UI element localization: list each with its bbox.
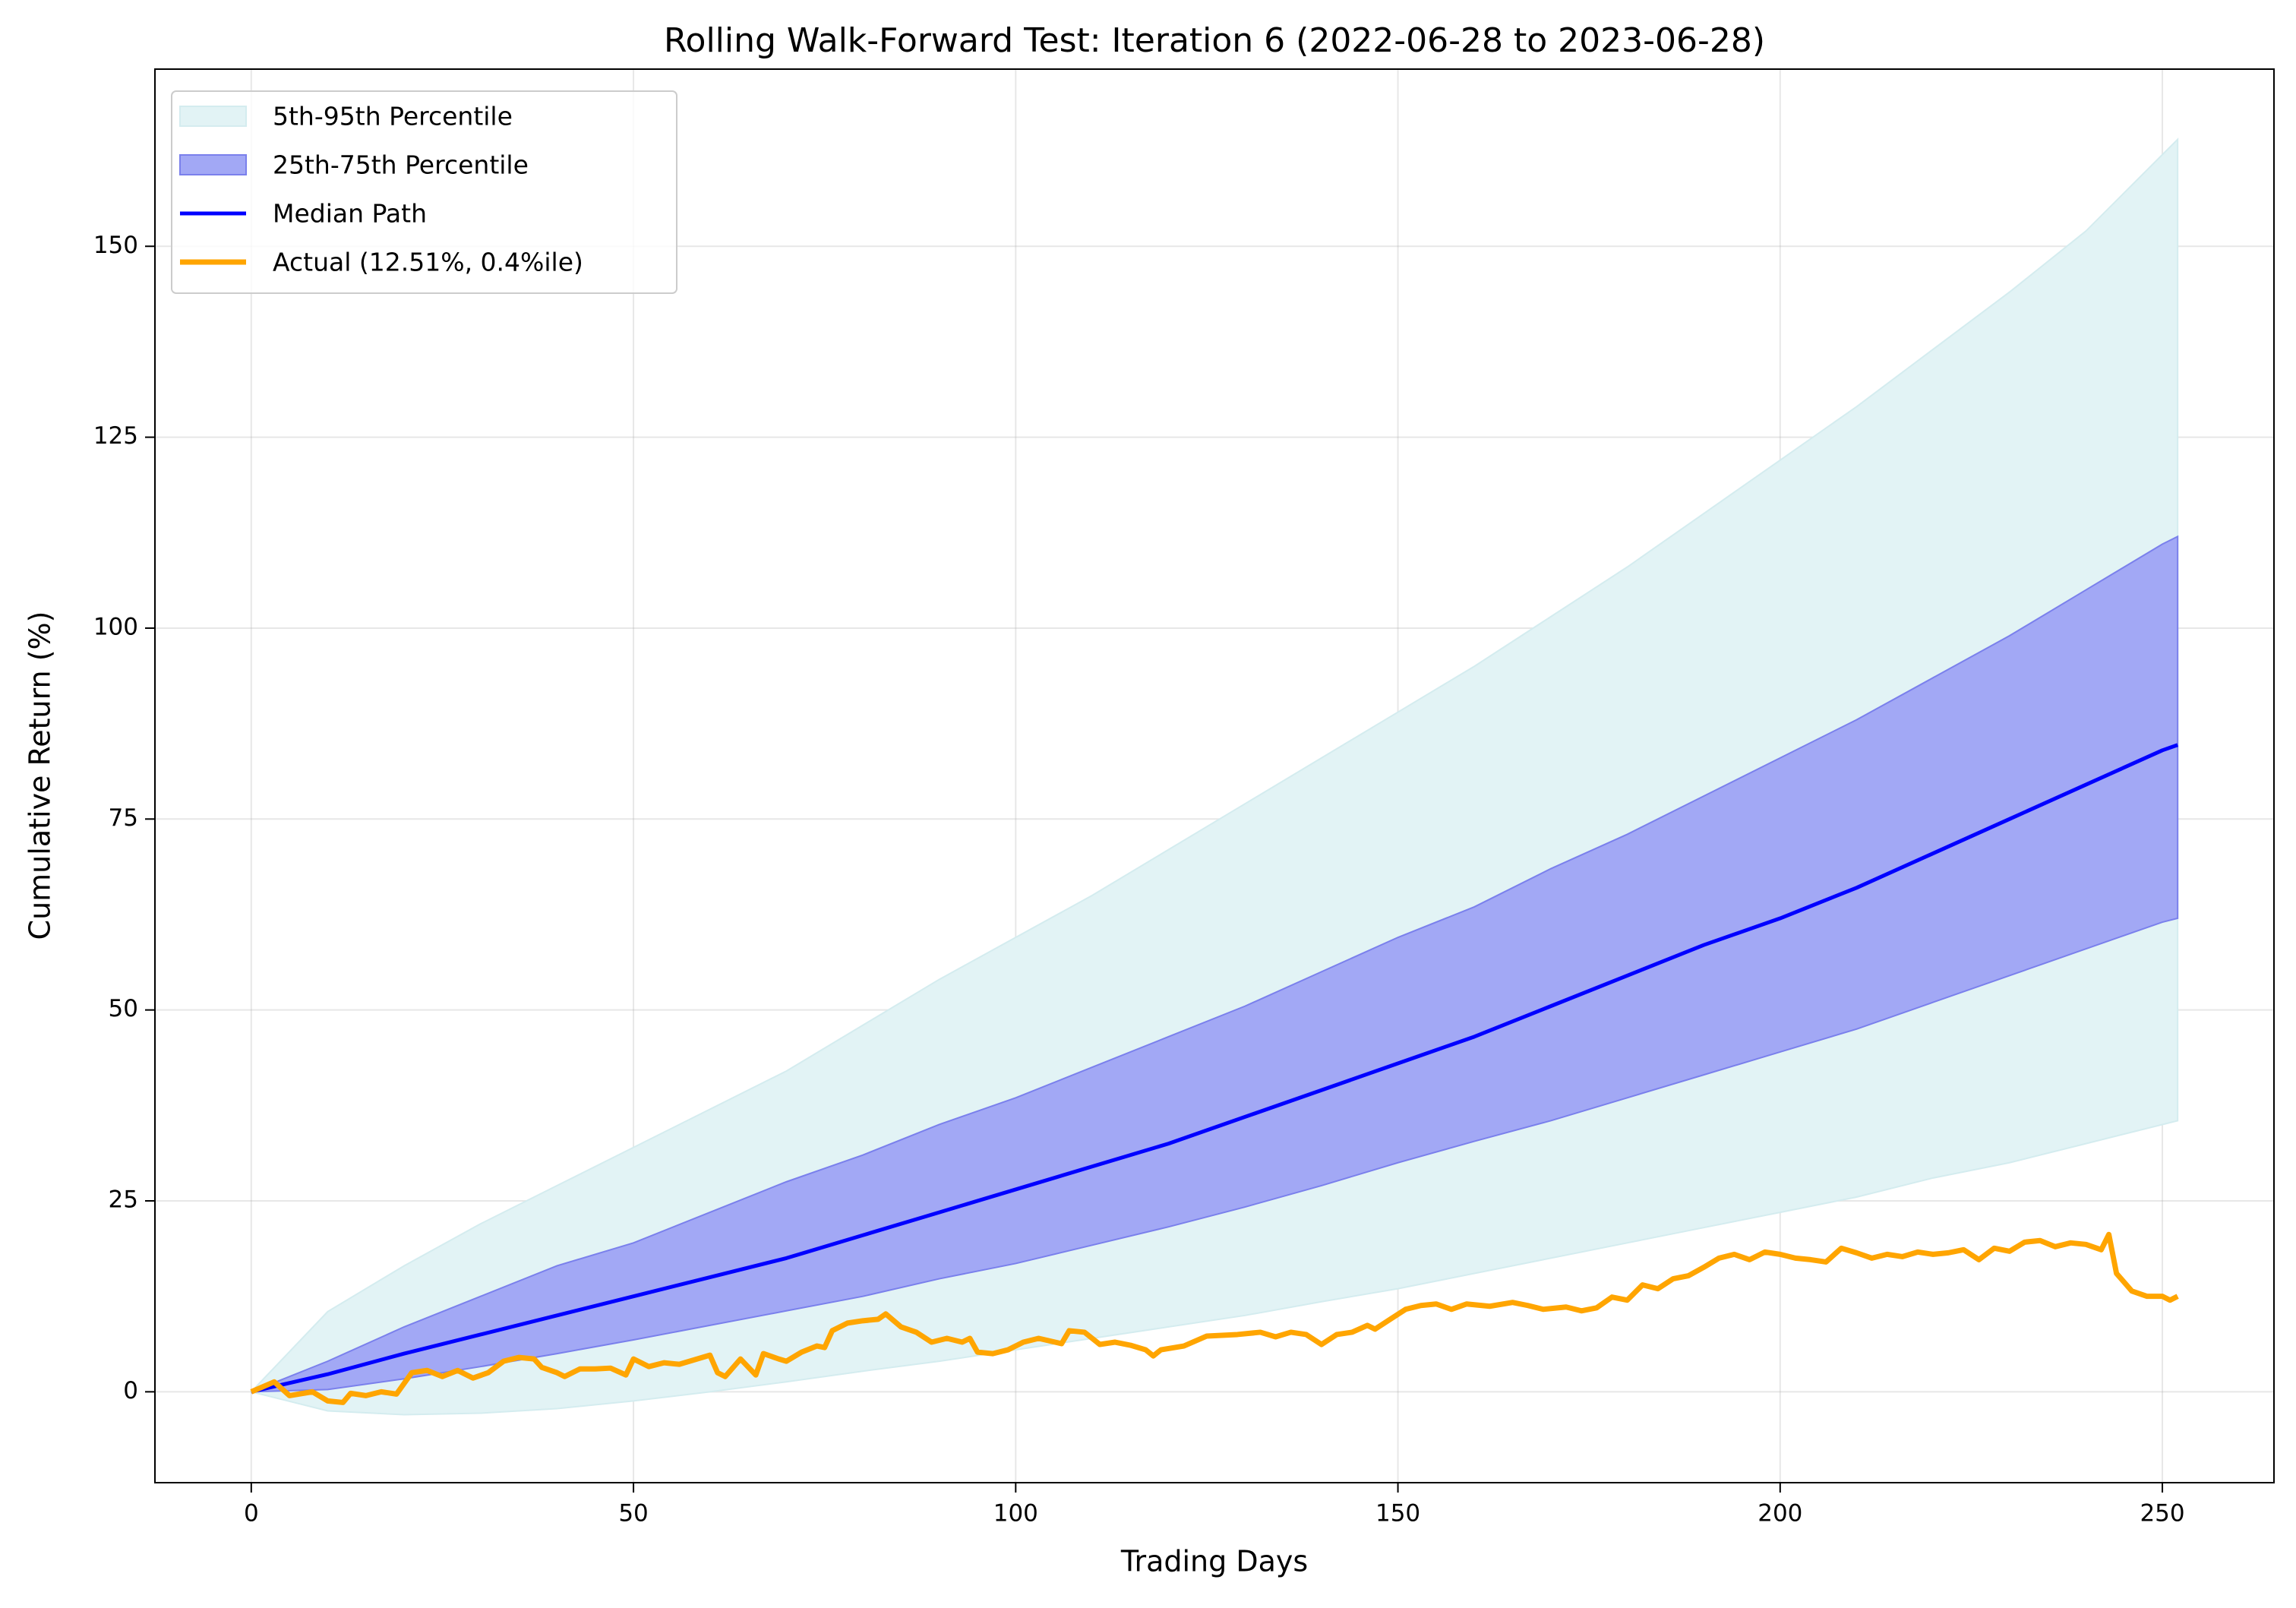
legend-label: Actual (12.51%, 0.4%ile) <box>273 248 583 277</box>
legend-box <box>171 90 677 294</box>
x-tick-label: 150 <box>1375 1500 1420 1527</box>
x-tick-label: 250 <box>2140 1500 2184 1527</box>
x-tick-label: 200 <box>1758 1500 1802 1527</box>
y-tick-label: 100 <box>93 613 138 640</box>
legend-label: 5th-95th Percentile <box>273 102 513 131</box>
y-tick-label: 50 <box>109 995 138 1022</box>
y-tick-label: 150 <box>93 232 138 259</box>
legend-swatch <box>179 106 247 127</box>
legend-label: 25th-75th Percentile <box>273 150 529 180</box>
data-layer <box>249 137 2179 1416</box>
chart-title: Rolling Walk-Forward Test: Iteration 6 (… <box>664 21 1765 60</box>
y-axis-label: Cumulative Return (%) <box>24 611 57 940</box>
y-tick-label: 0 <box>123 1377 138 1404</box>
x-tick-label: 50 <box>618 1500 648 1527</box>
series-line <box>250 1231 2179 1405</box>
legend: 5th-95th Percentile 25th-75th Percentile M… <box>171 90 677 294</box>
y-tick-label: 75 <box>109 804 138 832</box>
y-tick-label: 125 <box>93 422 138 450</box>
x-tick-label: 0 <box>244 1500 259 1527</box>
legend-label: Median Path <box>273 199 427 229</box>
series-line <box>251 743 2179 1394</box>
percentile-band <box>251 535 2179 1393</box>
x-tick-label: 100 <box>993 1500 1038 1527</box>
y-tick-label: 25 <box>109 1186 138 1214</box>
axes-frame <box>154 68 2275 1483</box>
x-axis-label: Trading Days <box>1120 1545 1308 1578</box>
legend-swatch <box>179 154 247 175</box>
